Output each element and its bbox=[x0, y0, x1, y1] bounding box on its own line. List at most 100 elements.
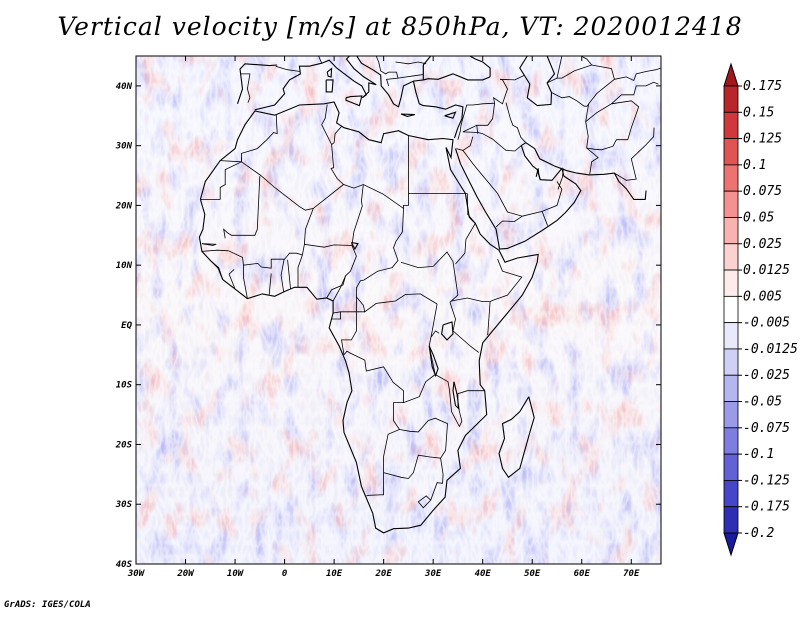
colorbar-swatch bbox=[723, 269, 739, 297]
x-tick-label: 30E bbox=[424, 569, 442, 579]
border-segment bbox=[356, 208, 438, 313]
colorbar-swatch bbox=[723, 164, 739, 192]
y-tick-label: 20N bbox=[115, 201, 133, 211]
border-segment bbox=[287, 259, 291, 289]
colorbar-top-arrow bbox=[723, 62, 739, 87]
colorbar-label: 0.125 bbox=[743, 132, 782, 147]
border-segment bbox=[455, 193, 476, 265]
colorbar-swatch bbox=[723, 453, 739, 481]
colorbar-label: -0.005 bbox=[743, 316, 790, 331]
border-segment bbox=[614, 67, 661, 82]
coastline-segment bbox=[400, 113, 415, 117]
colorbar-label: -0.0125 bbox=[743, 342, 798, 357]
border-segment bbox=[585, 100, 640, 151]
y-tick-label: 30S bbox=[115, 500, 133, 510]
border-segment bbox=[462, 150, 563, 217]
y-tick-label: EQ bbox=[121, 321, 132, 331]
coastline-segment bbox=[345, 95, 363, 107]
colorbar-label: -0.05 bbox=[743, 395, 782, 410]
x-tick-label: 20W bbox=[176, 569, 195, 579]
x-tick-label: 20E bbox=[375, 569, 393, 579]
coastline-segment bbox=[444, 111, 457, 119]
colorbar: 0.175 0.15 0.125 0.1 0.075 0.05 0.025 0.0125 0.0… bbox=[723, 62, 798, 557]
border-segment bbox=[228, 269, 236, 290]
colorbar-label: -0.125 bbox=[743, 473, 790, 488]
border-segment bbox=[241, 113, 278, 162]
border-segment bbox=[611, 81, 659, 105]
border-segment bbox=[351, 184, 364, 246]
border-segment bbox=[395, 61, 427, 65]
colorbar-label: 0.15 bbox=[743, 105, 774, 120]
border-segment bbox=[556, 56, 593, 79]
coastline-segment bbox=[428, 345, 439, 378]
border-segment bbox=[456, 136, 474, 151]
coastline-segment bbox=[519, 56, 556, 107]
colorbar-swatch bbox=[723, 427, 739, 455]
x-tick-label: 40E bbox=[475, 569, 492, 579]
y-tick-label: 10S bbox=[116, 381, 133, 391]
border-segment bbox=[268, 273, 272, 295]
x-tick-label: 10E bbox=[326, 569, 343, 579]
colorbar-swatch bbox=[723, 295, 739, 324]
border-segment bbox=[495, 215, 523, 228]
colorbar-swatch bbox=[723, 480, 739, 508]
coastline-segment bbox=[441, 321, 454, 341]
border-segment bbox=[417, 458, 444, 509]
border-segment bbox=[220, 160, 242, 163]
border-segment bbox=[372, 56, 399, 87]
border-segment bbox=[546, 64, 615, 107]
border-segment bbox=[331, 126, 342, 145]
border-segment bbox=[297, 254, 303, 288]
y-axis: 40S 30S 20S 10S EQ 10N 20N 30N 40N bbox=[115, 82, 661, 570]
coastline-segment bbox=[468, 56, 491, 77]
border-segment bbox=[430, 330, 440, 338]
coastline-segment bbox=[422, 56, 463, 80]
border-segment bbox=[201, 243, 217, 246]
coastline-segment bbox=[454, 142, 582, 250]
border-segment bbox=[332, 275, 346, 302]
x-axis: 30W 20W 10W 0 10E 20E 30E 40E 50E 60E 70E bbox=[127, 56, 640, 579]
border-segment bbox=[280, 259, 285, 292]
coastline-segment bbox=[535, 168, 541, 180]
border-segment bbox=[321, 104, 344, 185]
border-segment bbox=[487, 301, 491, 336]
colorbar-label: 0.175 bbox=[743, 79, 782, 94]
border-segment bbox=[462, 124, 522, 152]
colorbar-swatch bbox=[723, 374, 739, 402]
country-borders bbox=[200, 56, 661, 509]
x-tick-label: 70E bbox=[623, 569, 640, 579]
x-tick-label: 50E bbox=[524, 569, 541, 579]
colorbar-label: 0.05 bbox=[743, 210, 774, 225]
border-segment bbox=[228, 243, 357, 299]
border-segment bbox=[343, 350, 404, 497]
y-tick-label: 40N bbox=[116, 82, 133, 92]
colorbar-swatch bbox=[723, 190, 739, 218]
colorbar-label: -0.175 bbox=[743, 500, 790, 515]
border-segment bbox=[240, 73, 251, 103]
coastline-segment bbox=[236, 63, 278, 104]
border-segment bbox=[449, 302, 479, 353]
colorbar-label: 0.0125 bbox=[743, 263, 790, 278]
colorbar-swatch bbox=[723, 348, 739, 376]
border-segment bbox=[614, 127, 655, 181]
border-segment bbox=[585, 103, 599, 175]
coastline-segment bbox=[452, 381, 460, 410]
colorbar-label: -0.025 bbox=[743, 368, 790, 383]
coastline-segment bbox=[356, 56, 491, 108]
colorbar-label: -0.2 bbox=[743, 526, 774, 541]
x-tick-label: 0 bbox=[282, 569, 288, 579]
colorbar-swatch bbox=[723, 243, 739, 271]
colorbar-swatch bbox=[723, 322, 739, 350]
y-tick-label: 30N bbox=[115, 142, 133, 152]
velocity-field bbox=[136, 56, 661, 564]
colorbar-label: 0.025 bbox=[743, 237, 782, 252]
border-segment bbox=[383, 417, 448, 479]
coastline-segment bbox=[198, 101, 539, 534]
border-segment bbox=[428, 303, 485, 428]
border-segment bbox=[304, 208, 314, 245]
border-segment bbox=[400, 251, 459, 303]
colorbar-label: 0.005 bbox=[743, 289, 782, 304]
coastline-segment bbox=[350, 241, 359, 251]
border-segment bbox=[505, 102, 527, 143]
